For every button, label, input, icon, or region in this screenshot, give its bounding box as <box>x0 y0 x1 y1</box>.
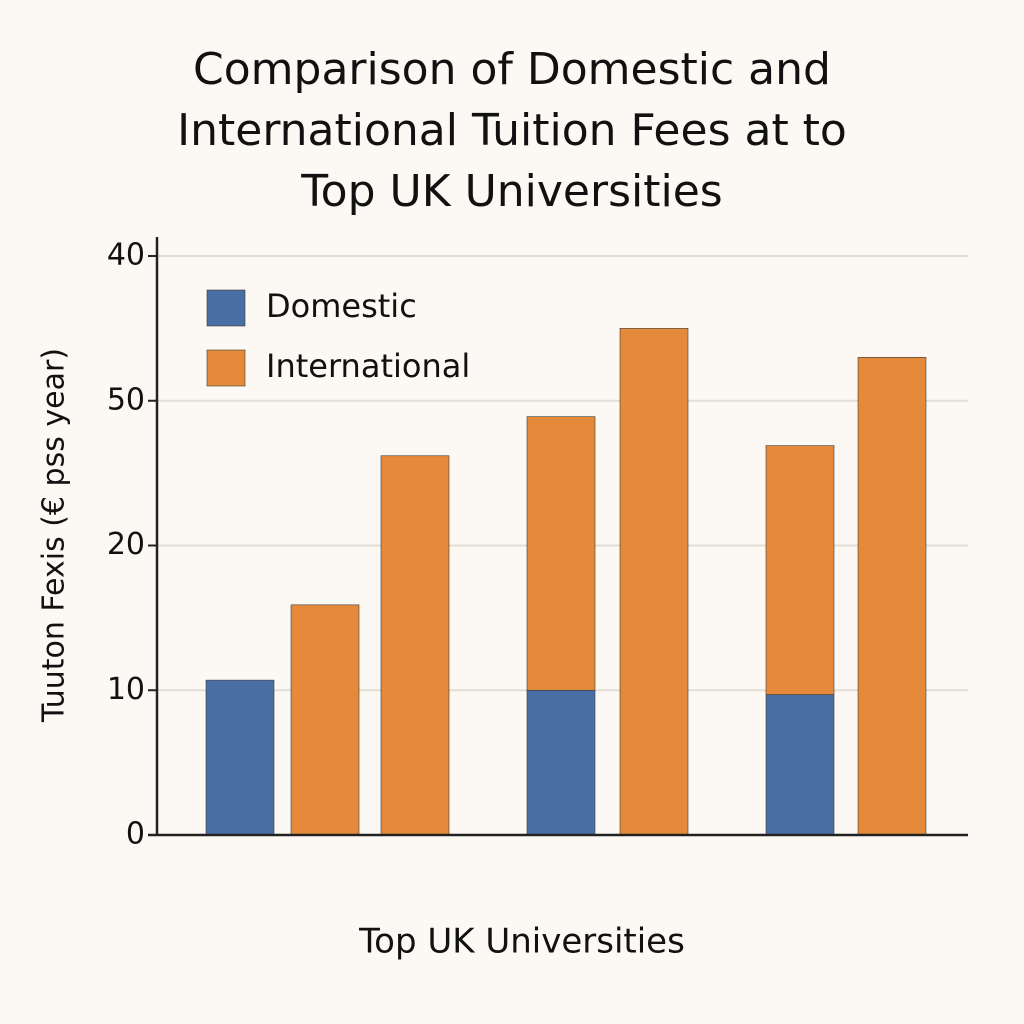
y-tick-label: 0 <box>126 817 145 852</box>
y-tick-label: 50 <box>107 382 145 417</box>
legend: Domestic International <box>206 287 470 387</box>
bar <box>526 416 596 691</box>
bars <box>205 328 927 836</box>
bar <box>380 455 450 836</box>
legend-swatch <box>206 349 246 387</box>
chart-title: International Tuition Fees at to <box>177 105 847 156</box>
y-tick-label: 20 <box>107 527 145 562</box>
bar <box>857 357 927 836</box>
y-tick-label: 10 <box>107 672 145 707</box>
chart-title: Comparison of Domestic and <box>193 44 831 95</box>
legend-label: Domestic <box>266 287 417 325</box>
x-axis-label: Top UK Universities <box>358 922 685 962</box>
y-tick-label: 40 <box>107 238 145 273</box>
legend-label: International <box>266 347 470 385</box>
bar <box>205 679 275 836</box>
bar <box>619 328 689 836</box>
chart-title: Top UK Universities <box>300 166 722 217</box>
y-axis-label: Tuuton Fexis (€ pss year) <box>37 348 72 723</box>
bar <box>526 689 596 836</box>
bar <box>765 445 835 695</box>
bar <box>290 604 360 836</box>
bar <box>765 694 835 836</box>
legend-swatch <box>206 289 246 327</box>
